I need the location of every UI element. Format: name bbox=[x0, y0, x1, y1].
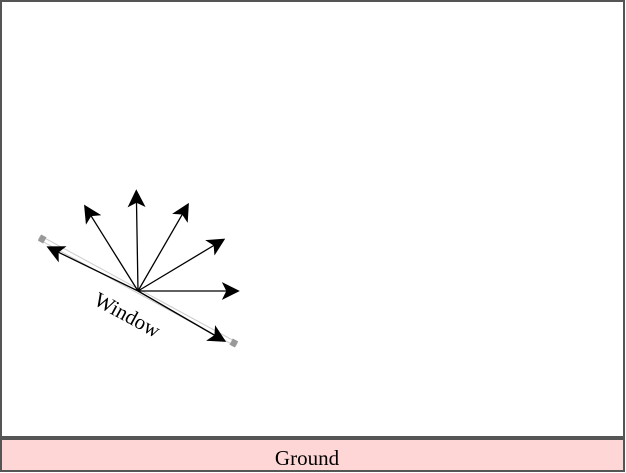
light-ray-arrow bbox=[127, 189, 146, 292]
window-end-cap-left bbox=[37, 234, 47, 244]
light-rays bbox=[46, 189, 240, 342]
light-ray-arrow bbox=[46, 246, 139, 292]
ground-label: Ground bbox=[275, 446, 340, 470]
light-ray-arrow bbox=[137, 290, 227, 342]
window-end-cap-right bbox=[229, 338, 239, 348]
light-ray-arrow bbox=[137, 202, 189, 292]
scene-frame bbox=[0, 0, 625, 438]
ground-band bbox=[0, 438, 625, 472]
light-ray-arrow bbox=[137, 238, 226, 292]
light-ray-arrow bbox=[84, 204, 139, 292]
